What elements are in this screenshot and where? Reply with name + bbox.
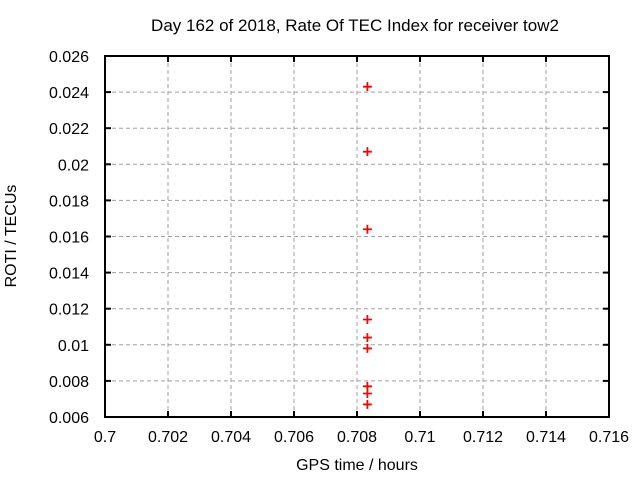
data-points [362, 82, 372, 409]
y-tick-label: 0.02 [58, 157, 89, 174]
x-tick-label: 0.704 [211, 429, 251, 446]
data-point-marker [362, 399, 372, 409]
y-tick-label: 0.014 [49, 266, 89, 283]
chart-title: Day 162 of 2018, Rate Of TEC Index for r… [151, 16, 559, 35]
data-point-marker [362, 315, 372, 325]
data-point-marker [362, 224, 372, 234]
y-tick-label: 0.006 [49, 410, 89, 427]
y-tick-label: 0.026 [49, 49, 89, 66]
y-tick-label: 0.022 [49, 121, 89, 138]
y-tick-label: 0.008 [49, 374, 89, 391]
x-tick-label: 0.702 [148, 429, 188, 446]
x-tick-label: 0.708 [337, 429, 377, 446]
x-tick-label: 0.706 [274, 429, 314, 446]
data-point-marker [362, 82, 372, 92]
y-tick-label: 0.024 [49, 85, 89, 102]
y-tick-label: 0.016 [49, 230, 89, 247]
y-tick-label: 0.01 [58, 338, 89, 355]
y-tick-label: 0.012 [49, 302, 89, 319]
y-tick-label: 0.018 [49, 193, 89, 210]
data-point-marker [362, 333, 372, 343]
x-tick-label: 0.714 [526, 429, 566, 446]
x-tick-label: 0.71 [404, 429, 435, 446]
x-tick-labels: 0.7 0.702 0.704 0.706 0.708 0.71 0.712 0.714 0.7… [94, 429, 629, 446]
x-tick-label: 0.712 [463, 429, 503, 446]
data-point-marker [362, 389, 372, 399]
data-point-marker [362, 343, 372, 353]
x-axis-label: GPS time / hours [296, 457, 418, 474]
data-point-marker [362, 147, 372, 157]
x-tick-label: 0.7 [94, 429, 116, 446]
x-tick-label: 0.716 [589, 429, 629, 446]
tick-marks [104, 55, 610, 418]
y-tick-labels: 0.006 0.008 0.01 0.012 0.014 0.016 0.018 0.02 0.… [49, 49, 89, 427]
gridlines [105, 56, 609, 417]
y-axis-label: ROTI / TECUs [3, 185, 20, 288]
